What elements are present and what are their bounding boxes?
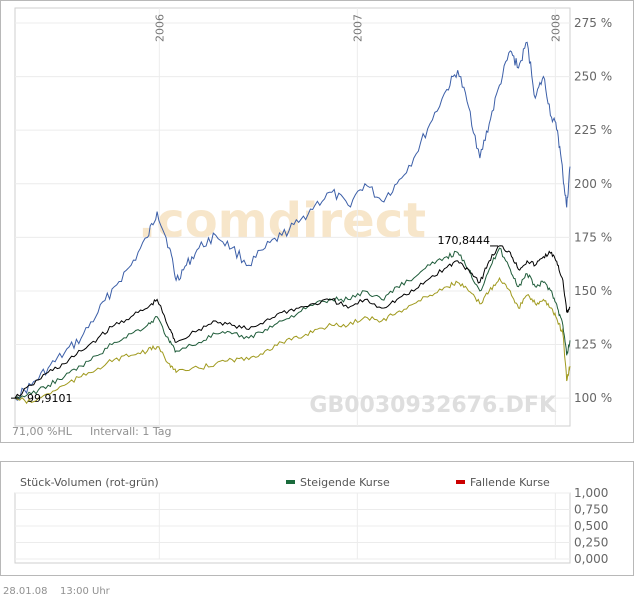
price-y-tick-label: 225 %	[574, 123, 612, 137]
footer-interval: Intervall: 1 Tag	[90, 425, 172, 438]
annotation-label: 170,8444	[438, 234, 491, 247]
volume-plot-area	[14, 492, 571, 564]
legend-rising: Steigende Kurse	[300, 476, 390, 489]
price-grid	[15, 8, 570, 426]
price-x-year-label: 2007	[351, 14, 364, 42]
volume-grid	[15, 492, 570, 560]
price-lines	[14, 41, 571, 405]
price-series-line	[14, 41, 571, 401]
volume-y-tick-label: 0,750	[574, 503, 608, 517]
price-series-line	[14, 247, 571, 399]
price-x-year-label: 2006	[153, 14, 166, 42]
price-y-axis: 100 % 125 % 150 % 175 % 200 % 225 % 250 % 275 %	[574, 16, 612, 405]
price-series-line	[14, 245, 571, 399]
volume-y-tick-label: 0,500	[574, 519, 608, 533]
volume-y-tick-label: 1,000	[574, 486, 608, 500]
watermark: .comdirect	[138, 193, 426, 249]
price-y-tick-label: 275 %	[574, 16, 612, 30]
price-x-axis: 2006 2007 2008	[153, 14, 562, 42]
symbol-label: GB0030932676.DFK	[309, 393, 557, 418]
price-y-tick-label: 125 %	[574, 338, 612, 352]
price-plot-area	[14, 7, 571, 427]
price-annotations: 99,9101 170,8444	[11, 234, 499, 405]
price-chart: .comdirect 100 % 125 % 150 % 175 % 200 % 225 …	[0, 0, 634, 443]
price-y-tick-label: 250 %	[574, 70, 612, 84]
legend-swatch-rising	[286, 480, 295, 484]
footer-hl: 71,00 %HL	[12, 425, 73, 438]
price-y-tick-label: 100 %	[574, 391, 612, 405]
volume-chart: Stück-Volumen (rot-grün) Steigende Kurse…	[0, 461, 634, 576]
annotation-label: 99,9101	[27, 392, 73, 405]
price-series-line	[14, 276, 571, 405]
volume-y-axis: 0,000 0,250 0,500 0,750 1,000	[574, 486, 608, 566]
legend-falling: Fallende Kurse	[470, 476, 550, 489]
volume-title: Stück-Volumen (rot-grün)	[20, 476, 159, 489]
price-y-tick-label: 200 %	[574, 177, 612, 191]
volume-y-tick-label: 0,250	[574, 536, 608, 550]
price-x-year-label: 2008	[549, 14, 562, 42]
footer-time: 13:00 Uhr	[60, 586, 111, 597]
price-y-tick-label: 150 %	[574, 284, 612, 298]
footer-date: 28.01.08	[3, 586, 48, 597]
volume-y-tick-label: 0,000	[574, 552, 608, 566]
legend-swatch-falling	[456, 480, 465, 484]
price-y-tick-label: 175 %	[574, 230, 612, 244]
